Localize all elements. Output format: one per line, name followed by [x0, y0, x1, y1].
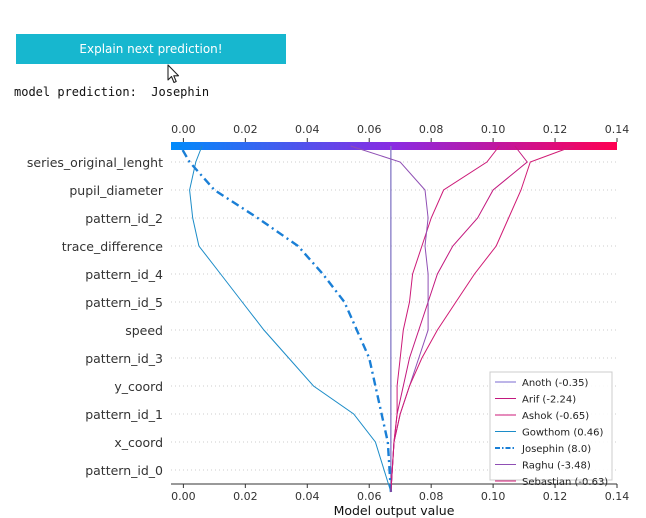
- legend-box: [489, 371, 613, 481]
- legend-entry: Anoth (-0.35): [522, 378, 589, 389]
- x-tick-label-top: 0.06: [357, 123, 382, 136]
- x-tick-label-top: 0.08: [419, 123, 444, 136]
- legend-entry: Josephin (8.0): [521, 444, 591, 455]
- feature-label: pattern_id_2: [85, 211, 163, 226]
- x-tick-label-bottom: 0.06: [357, 490, 382, 503]
- prediction-label: model prediction:: [14, 85, 137, 99]
- series-line: [390, 145, 500, 493]
- legend-entry: Ashok (-0.65): [522, 411, 589, 422]
- feature-label: pattern_id_0: [85, 463, 163, 478]
- feature-label: pattern_id_3: [85, 351, 163, 366]
- legend-entry: Gowthom (0.46): [522, 428, 604, 439]
- x-tick-label-bottom: 0.02: [233, 490, 258, 503]
- series-line: [179, 145, 393, 493]
- feature-label: y_coord: [114, 379, 163, 394]
- x-axis-label: Model output value: [334, 503, 455, 518]
- legend-entry: Raghu (-3.48): [522, 461, 591, 472]
- colorbar: [171, 142, 617, 150]
- x-tick-label-top: 0.12: [543, 123, 568, 136]
- x-tick-label-bottom: 0.04: [295, 490, 320, 503]
- x-tick-label-bottom: 0.10: [481, 490, 506, 503]
- x-tick-label-top: 0.04: [295, 123, 320, 136]
- feature-label: pupil_diameter: [69, 183, 164, 198]
- x-tick-label-top: 0.00: [171, 123, 196, 136]
- x-tick-label-bottom: 0.00: [171, 490, 196, 503]
- feature-label: series_original_lenght: [27, 155, 163, 170]
- feature-label: pattern_id_5: [85, 295, 163, 310]
- series-line: [350, 145, 429, 493]
- prediction-value: Josephin: [151, 85, 210, 99]
- x-tick-label-bottom: 0.14: [605, 490, 630, 503]
- legend-entry: Sebastian (-0.63): [522, 477, 608, 488]
- legend-entry: Arif (-2.24): [522, 395, 576, 406]
- feature-label: pattern_id_4: [85, 267, 163, 282]
- series-line: [390, 145, 574, 493]
- feature-label: speed: [125, 323, 163, 338]
- x-tick-label-top: 0.14: [605, 123, 630, 136]
- x-tick-label-bottom: 0.08: [419, 490, 444, 503]
- feature-label: trace_difference: [62, 239, 164, 254]
- series-line: [189, 145, 392, 493]
- feature-label: pattern_id_1: [85, 407, 163, 422]
- mouse-pointer-icon: [167, 64, 180, 84]
- x-tick-label-top: 0.02: [233, 123, 258, 136]
- model-prediction: model prediction: Josephin: [14, 85, 209, 99]
- x-tick-label-bottom: 0.12: [543, 490, 568, 503]
- explain-next-button[interactable]: Explain next prediction!: [16, 34, 286, 64]
- feature-label: x_coord: [114, 435, 163, 450]
- x-tick-label-top: 0.10: [481, 123, 506, 136]
